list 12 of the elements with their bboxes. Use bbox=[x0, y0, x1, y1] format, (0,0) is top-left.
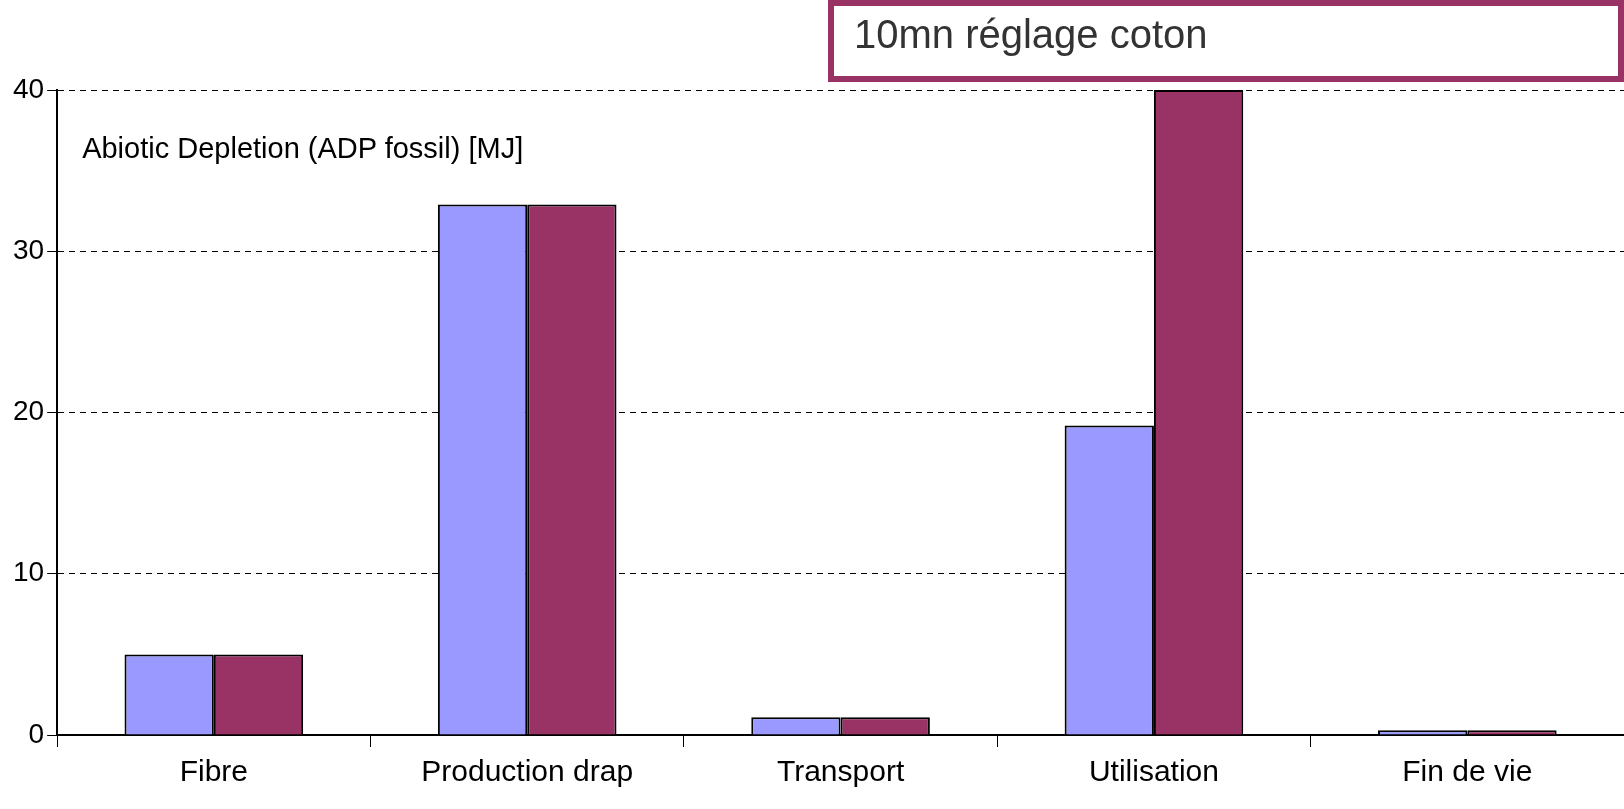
y-tick-label: 40 bbox=[12, 72, 45, 104]
x-tick-label: Production drap bbox=[421, 754, 634, 788]
x-tick-label: Transport bbox=[776, 754, 905, 788]
x-tick-label: Fin de vie bbox=[1402, 754, 1533, 788]
series-label: 10mn réglage coton bbox=[828, 0, 1624, 82]
y-tick-label: 0 bbox=[28, 717, 45, 749]
y-tick-label: 10 bbox=[12, 556, 45, 588]
text: Abiotic Depletion (ADP fossil) [MJ] bbox=[82, 131, 524, 164]
y-tick-label: 20 bbox=[12, 395, 45, 427]
y-tick-label: 30 bbox=[12, 233, 45, 265]
x-tick-label: Fibre bbox=[179, 754, 249, 788]
x-tick-label: Utilisation bbox=[1088, 754, 1219, 788]
